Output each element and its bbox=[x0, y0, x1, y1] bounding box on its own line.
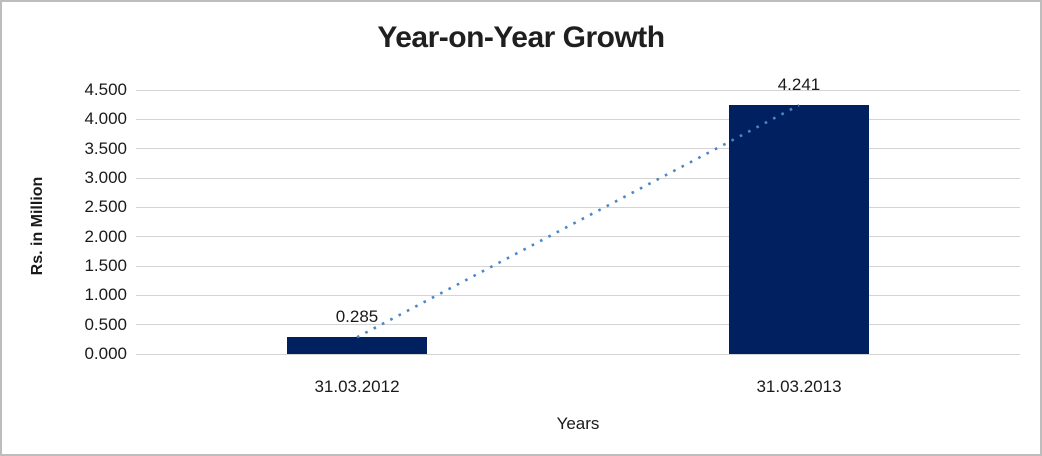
bar-31.03.2013 bbox=[729, 105, 869, 354]
y-tick-label: 3.000 bbox=[84, 168, 127, 187]
y-tick-label: 2.000 bbox=[84, 226, 127, 246]
gridline bbox=[136, 148, 1020, 150]
x-axis-title: Years bbox=[556, 414, 600, 433]
gridline bbox=[136, 206, 1020, 208]
gridline bbox=[136, 294, 1020, 296]
gridline bbox=[136, 265, 1020, 267]
y-tick-label: 0.500 bbox=[84, 314, 127, 334]
gridline bbox=[136, 236, 1020, 238]
y-tick-label: 3.500 bbox=[84, 138, 127, 158]
y-tick-label: 2.500 bbox=[84, 197, 127, 217]
y-tick-label: 1.000 bbox=[84, 285, 127, 305]
gridline bbox=[136, 89, 1020, 91]
y-tick-label: 1.500 bbox=[84, 256, 127, 275]
y-tick-label: 0.000 bbox=[84, 344, 127, 363]
gridline bbox=[136, 324, 1020, 326]
x-tick-label: 31.03.2013 bbox=[756, 377, 842, 396]
gridline bbox=[136, 353, 1020, 355]
y-tick-label: 4.000 bbox=[84, 109, 127, 129]
x-tick-label: 31.03.2012 bbox=[314, 377, 400, 396]
gridline bbox=[136, 177, 1020, 179]
bar-31.03.2012 bbox=[287, 337, 427, 354]
bar-data-label: 4.241 bbox=[777, 75, 821, 95]
bar-data-label: 0.285 bbox=[335, 307, 379, 327]
y-tick-label: 4.500 bbox=[84, 80, 127, 99]
gridline bbox=[136, 118, 1020, 120]
chart-title: Year-on-Year Growth bbox=[377, 21, 665, 54]
